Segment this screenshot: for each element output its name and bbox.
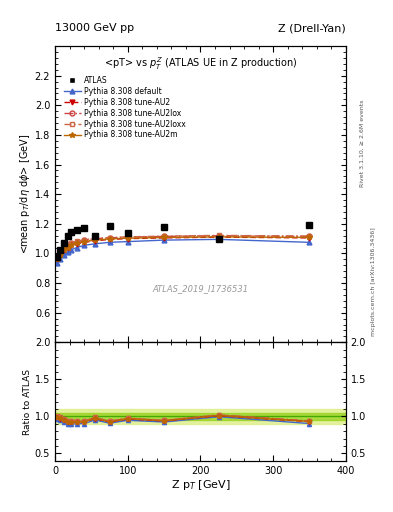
Text: ATLAS_2019_I1736531: ATLAS_2019_I1736531 — [152, 285, 248, 293]
Text: Rivet 3.1.10, ≥ 2.6M events: Rivet 3.1.10, ≥ 2.6M events — [360, 100, 365, 187]
Text: <pT> vs $p_T^Z$ (ATLAS UE in Z production): <pT> vs $p_T^Z$ (ATLAS UE in Z productio… — [103, 55, 298, 72]
Bar — [55, 409, 346, 424]
Text: mcplots.cern.ch [arXiv:1306.3436]: mcplots.cern.ch [arXiv:1306.3436] — [371, 227, 376, 336]
Text: 13000 GeV pp: 13000 GeV pp — [55, 23, 134, 33]
Y-axis label: Ratio to ATLAS: Ratio to ATLAS — [23, 369, 32, 435]
Bar — [55, 413, 346, 420]
X-axis label: Z p$_T$ [GeV]: Z p$_T$ [GeV] — [171, 478, 230, 493]
Text: Z (Drell-Yan): Z (Drell-Yan) — [278, 23, 346, 33]
Legend: ATLAS, Pythia 8.308 default, Pythia 8.308 tune-AU2, Pythia 8.308 tune-AU2lox, Py: ATLAS, Pythia 8.308 default, Pythia 8.30… — [62, 74, 188, 142]
Y-axis label: <mean p$_T$/d$\eta$ d$\phi$> [GeV]: <mean p$_T$/d$\eta$ d$\phi$> [GeV] — [18, 134, 32, 254]
